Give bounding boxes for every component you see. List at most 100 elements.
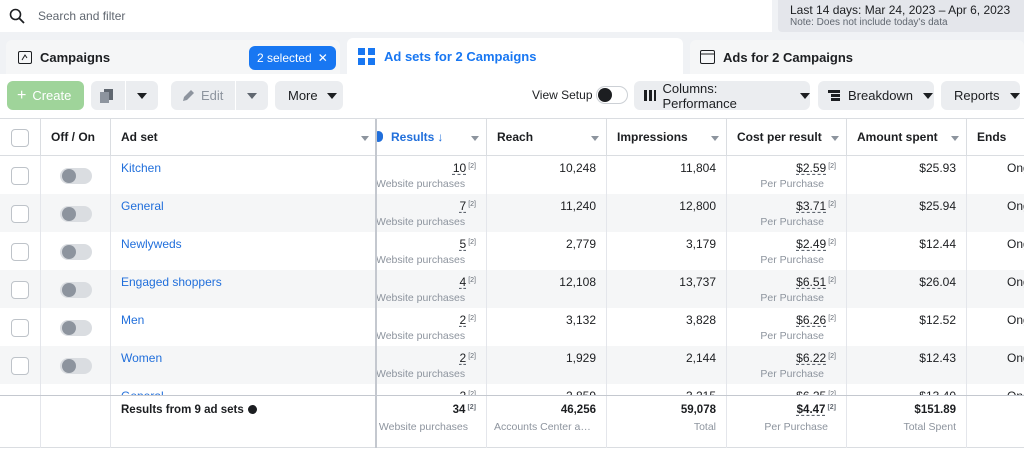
cell-value: 12,800 bbox=[679, 199, 716, 213]
duplicate-button[interactable] bbox=[91, 81, 158, 110]
cell-border bbox=[846, 194, 847, 232]
cell-value: $13.40 bbox=[919, 389, 956, 395]
row-checkbox[interactable] bbox=[11, 319, 29, 337]
cell-border bbox=[110, 346, 111, 384]
ad-set-name[interactable]: Newlyweds bbox=[121, 237, 182, 251]
row-checkbox[interactable] bbox=[11, 205, 29, 223]
cell-value: 5 bbox=[459, 237, 467, 251]
row-checkbox[interactable] bbox=[11, 357, 29, 375]
cell-border bbox=[110, 156, 111, 194]
column-label: Ends bbox=[977, 130, 1007, 144]
column-header[interactable]: Amount spent bbox=[846, 119, 966, 156]
footnote-marker: [2] bbox=[828, 315, 836, 322]
edit-icon bbox=[183, 90, 194, 101]
reports-button[interactable]: Reports bbox=[941, 81, 1020, 110]
ad-set-name[interactable]: Engaged shoppers bbox=[121, 275, 222, 289]
tab-label: Campaigns bbox=[40, 50, 111, 65]
table-row: Women 2 [2] Website purchases 1,929 2,144 $6.2… bbox=[0, 346, 1024, 384]
ad-set-name[interactable]: Kitchen bbox=[121, 161, 162, 175]
column-label: Cost per result bbox=[737, 130, 822, 144]
cell-value: $6.51 [2] bbox=[726, 275, 846, 289]
cell-value: 13,737 bbox=[606, 275, 726, 289]
cell-border bbox=[40, 232, 41, 270]
column-header[interactable]: Results ↓ bbox=[376, 119, 486, 156]
column-menu-caret bbox=[471, 136, 479, 141]
ad-set-name[interactable]: General bbox=[121, 389, 164, 395]
status-toggle[interactable] bbox=[60, 206, 92, 222]
table-footer: Results from 9 ad sets 34 [2] Website purch… bbox=[0, 395, 1024, 448]
column-header[interactable]: Reach bbox=[486, 119, 606, 156]
tab[interactable]: Ads for 2 Campaigns bbox=[690, 40, 1024, 74]
footnote-marker: [2] bbox=[828, 391, 836, 395]
dropdown-caret bbox=[326, 92, 337, 99]
cell-subtext: Per Purchase bbox=[726, 178, 846, 190]
tab[interactable]: Campaigns 2 selected ✕ bbox=[6, 40, 340, 74]
tab-active[interactable]: Ad sets for 2 Campaigns bbox=[347, 38, 683, 76]
row-checkbox[interactable] bbox=[11, 243, 29, 261]
cell-border bbox=[846, 346, 847, 384]
cell-value: 3,179 bbox=[606, 237, 726, 251]
cell-value: 1,929 bbox=[486, 351, 606, 365]
cell-value: 59,078 bbox=[680, 404, 716, 416]
breakdown-button[interactable]: Breakdown bbox=[818, 81, 934, 110]
cell-border bbox=[486, 396, 487, 448]
column-menu-caret bbox=[591, 136, 599, 141]
footnote-marker: [2] bbox=[468, 391, 476, 395]
column-label: Ad set bbox=[121, 130, 158, 144]
row-checkbox[interactable] bbox=[11, 167, 29, 185]
cell-border bbox=[966, 308, 967, 346]
cell-border bbox=[846, 270, 847, 308]
dropdown-caret bbox=[247, 93, 257, 99]
cell-border bbox=[726, 384, 727, 395]
column-header[interactable]: Cost per result bbox=[726, 119, 846, 156]
select-all-checkbox[interactable] bbox=[11, 129, 29, 147]
column-header[interactable]: Impressions bbox=[606, 119, 726, 156]
status-toggle[interactable] bbox=[60, 320, 92, 336]
edit-button[interactable]: Edit bbox=[171, 81, 268, 110]
toolbar: + Create Edit More View Setup Columns: Pe… bbox=[0, 74, 1024, 118]
dropdown-caret bbox=[800, 92, 810, 99]
create-button[interactable]: + Create bbox=[7, 81, 84, 110]
cell-border bbox=[966, 194, 967, 232]
footnote-marker: [2] bbox=[828, 163, 836, 170]
search-placeholder: Search and filter bbox=[38, 9, 126, 23]
cell-value: 4 [2] bbox=[376, 275, 486, 289]
ad-set-name[interactable]: Women bbox=[121, 351, 163, 365]
cell-border bbox=[726, 346, 727, 384]
ends-value: Ongoing bbox=[1007, 237, 1024, 251]
status-toggle[interactable] bbox=[60, 358, 92, 374]
cell-value: 2 bbox=[459, 351, 467, 365]
cell-value: 3,132 bbox=[565, 313, 596, 327]
ad-set-name[interactable]: Men bbox=[121, 313, 145, 327]
tab-icon bbox=[18, 51, 32, 64]
column-header[interactable]: Ends bbox=[966, 119, 1024, 156]
more-button[interactable]: More bbox=[275, 81, 343, 110]
cell-border bbox=[110, 396, 111, 448]
ad-sets-table: Off / On Ad set Results ↓ Reach Impressions Co… bbox=[0, 118, 1024, 450]
cell-border bbox=[110, 270, 111, 308]
status-toggle[interactable] bbox=[60, 244, 92, 260]
badge-close-icon[interactable]: ✕ bbox=[317, 51, 328, 65]
column-header[interactable]: Ad set bbox=[110, 119, 376, 156]
columns-button[interactable]: Columns: Performance bbox=[634, 81, 810, 111]
column-header[interactable]: Off / On bbox=[40, 119, 110, 156]
status-toggle[interactable] bbox=[60, 168, 92, 184]
date-range[interactable]: Last 14 days: Mar 24, 2023 – Apr 6, 2023… bbox=[778, 0, 1024, 32]
view-setup-toggle[interactable] bbox=[596, 86, 628, 104]
cell-value: 3,215 bbox=[606, 389, 726, 395]
cell-border bbox=[966, 396, 967, 448]
ad-set-name[interactable]: General bbox=[121, 199, 164, 213]
cell-border bbox=[40, 346, 41, 384]
date-note: Note: Does not include today's data bbox=[790, 17, 948, 28]
row-checkbox[interactable] bbox=[11, 281, 29, 299]
cell-value: $6.22 [2] bbox=[726, 351, 846, 365]
table-row: Kitchen 10 [2] Website purchases 10,248 11,80… bbox=[0, 156, 1024, 194]
search-bar[interactable]: Search and filter bbox=[0, 0, 772, 32]
cell-subtext: Per Purchase bbox=[726, 254, 846, 266]
cell-border bbox=[110, 308, 111, 346]
selection-badge[interactable]: 2 selected ✕ bbox=[249, 46, 336, 70]
cell-subtext: Website purchases bbox=[376, 330, 466, 342]
status-toggle[interactable] bbox=[60, 282, 92, 298]
tab-icon bbox=[358, 48, 375, 65]
footnote-marker: [2] bbox=[828, 353, 836, 360]
